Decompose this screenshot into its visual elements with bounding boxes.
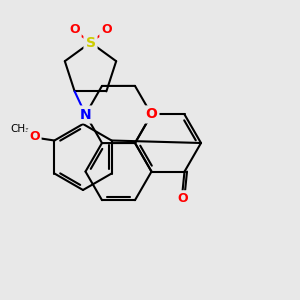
Text: O: O — [101, 23, 112, 36]
Text: O: O — [146, 107, 158, 122]
Text: O: O — [146, 108, 157, 121]
Text: O: O — [29, 130, 40, 143]
Text: S: S — [85, 35, 95, 50]
Text: CH₃: CH₃ — [11, 124, 30, 134]
Text: N: N — [80, 107, 91, 122]
Text: O: O — [177, 192, 188, 205]
Text: O: O — [69, 23, 80, 36]
